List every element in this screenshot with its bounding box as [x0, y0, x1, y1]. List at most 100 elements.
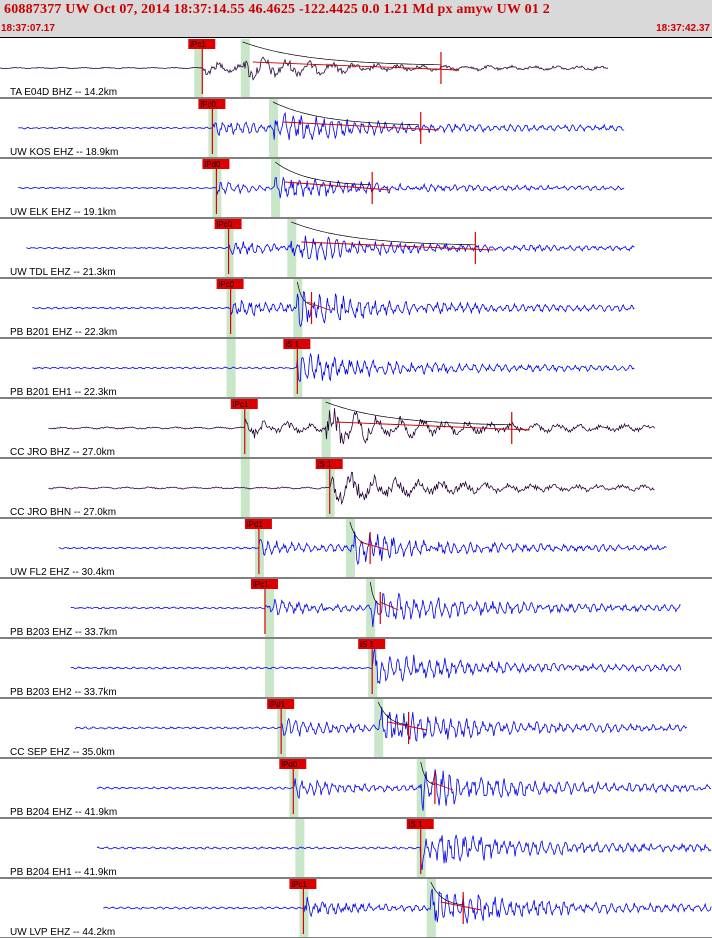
coda-curve — [296, 281, 312, 306]
waveform-line — [0, 56, 609, 81]
pick-flag — [358, 639, 386, 649]
coda-curve — [274, 161, 372, 186]
trace-panel: iPc1 TA E04D BHZ -- 14.2km — [0, 39, 712, 99]
pick-window — [295, 819, 305, 877]
coda-curve — [272, 101, 420, 126]
trace-panel: iS 1 CC JRO BHN -- 27.0km — [0, 459, 712, 519]
waveform-line — [18, 112, 625, 140]
station-label: CC JRO BHZ -- 27.0km — [10, 447, 115, 458]
coda-fit-line — [388, 721, 427, 731]
pick-window — [426, 879, 436, 937]
coda-fit-line — [379, 601, 399, 611]
station-label: PB B203 EH2 -- 33.7km — [10, 687, 117, 698]
trace-panel: iS 1 PB B201 EH1 -- 22.3km — [0, 339, 712, 399]
pick-label: iPd0 — [204, 160, 221, 169]
pick-flag — [202, 159, 230, 169]
coda-fit-line — [283, 121, 439, 131]
waveform-line — [26, 235, 635, 261]
station-label: PB B204 EH1 -- 41.9km — [10, 867, 117, 878]
waveform-line — [74, 707, 688, 742]
pick-label: iPc1 — [233, 400, 249, 409]
pick-flag — [216, 279, 244, 289]
station-label: CC SEP EHZ -- 35.0km — [10, 747, 115, 758]
coda-fit-line — [359, 541, 389, 551]
pick-label: iPd1 — [269, 700, 286, 709]
pick-label: iPc1 — [253, 580, 269, 589]
waveform-line — [48, 471, 655, 506]
trace-panel: iPc1 CC JRO BHZ -- 27.0km — [0, 399, 712, 459]
pick-flag — [267, 699, 295, 709]
waveform-line — [70, 593, 681, 628]
coda-curve — [369, 581, 381, 606]
pick-flag — [198, 99, 226, 109]
pick-flag — [279, 759, 307, 769]
header-bar: 60887377 UW Oct 07, 2014 18:37:14.55 46.… — [0, 0, 712, 38]
pick-label: iPd1 — [247, 520, 264, 529]
trace-panel: iPd0 UW ELK EHZ -- 19.1km — [0, 159, 712, 219]
waveform-line — [48, 408, 655, 445]
waveform-line — [103, 888, 712, 924]
trace-panel: iS 1 PB B203 EH2 -- 33.7km — [0, 639, 712, 699]
pick-window — [366, 579, 376, 637]
time-end-label: 18:37:42.37 — [656, 23, 710, 34]
pick-label: iPd0 — [281, 760, 298, 769]
coda-fit-line — [252, 61, 459, 71]
event-title: 60887377 UW Oct 07, 2014 18:37:14.55 46.… — [4, 2, 550, 17]
pick-label: iPc1 — [190, 40, 206, 49]
station-label: TA E04D BHZ -- 14.2km — [10, 87, 117, 98]
trace-panel: iPc0 UW KOS EHZ -- 18.9km — [0, 99, 712, 159]
trace-panel: iPd1 CC SEP EHZ -- 35.0km — [0, 699, 712, 759]
station-label: PB B203 EHZ -- 33.7km — [10, 627, 117, 638]
waveform-line — [96, 833, 712, 871]
pick-window — [271, 159, 281, 217]
coda-curve — [325, 401, 512, 426]
pick-window — [269, 99, 279, 157]
station-label: UW KOS EHZ -- 18.9km — [10, 147, 118, 158]
pick-flag — [244, 519, 272, 529]
trace-panel: iPd1 UW FL2 EHZ -- 30.4km — [0, 519, 712, 579]
pick-label: iPc0 — [200, 100, 216, 109]
station-label: UW FL2 EHZ -- 30.4km — [10, 567, 114, 578]
coda-curve — [291, 221, 476, 246]
pick-label: iS 1 — [285, 340, 299, 349]
station-label: PB B201 EH1 -- 22.3km — [10, 387, 117, 398]
waveform-line — [96, 769, 712, 811]
pick-label: iPc1 — [291, 880, 307, 889]
pick-flag — [250, 579, 278, 589]
pick-flag — [214, 219, 242, 229]
pick-flag — [230, 399, 258, 409]
pick-label: iS 1 — [360, 640, 374, 649]
coda-curve — [430, 881, 463, 906]
pick-label: iPc0 — [217, 220, 233, 229]
pick-label: iS 1 — [318, 460, 332, 469]
trace-panel: iPc0 PB B201 EHZ -- 22.3km — [0, 279, 712, 339]
pick-flag — [315, 459, 343, 469]
coda-fit-line — [301, 241, 494, 251]
pick-flag — [406, 819, 434, 829]
pick-flag — [289, 879, 317, 889]
pick-label: iPc0 — [219, 280, 235, 289]
seismogram-plot: iPc1 TA E04D BHZ -- 14.2km iPc0 UW KOS EHZ … — [0, 39, 712, 938]
pick-window — [265, 639, 275, 697]
waveform-line — [70, 648, 682, 685]
station-label: UW TDL EHZ -- 21.3km — [10, 267, 116, 278]
waveform-line — [18, 176, 625, 199]
coda-fit-line — [335, 421, 530, 431]
coda-fit-line — [440, 901, 482, 911]
trace-panel: iS 1 PB B204 EH1 -- 41.9km — [0, 819, 712, 879]
pick-window — [293, 279, 303, 337]
pick-label: iS 1 — [409, 820, 423, 829]
coda-curve — [420, 761, 435, 786]
waveform-line — [32, 352, 635, 382]
trace-panel: iPd0 PB B204 EHZ -- 41.9km — [0, 759, 712, 819]
station-label: PB B201 EHZ -- 22.3km — [10, 327, 117, 338]
waveform-line — [58, 531, 667, 565]
station-label: UW LVP EHZ -- 44.2km — [10, 927, 115, 938]
pick-flag — [283, 339, 311, 349]
coda-curve — [377, 701, 409, 726]
pick-flag — [188, 39, 216, 49]
coda-curve — [242, 41, 441, 66]
waveform-line — [32, 291, 635, 328]
time-start-label: 18:37:07.17 — [1, 23, 55, 34]
trace-panel: iPc0 UW TDL EHZ -- 21.3km — [0, 219, 712, 279]
